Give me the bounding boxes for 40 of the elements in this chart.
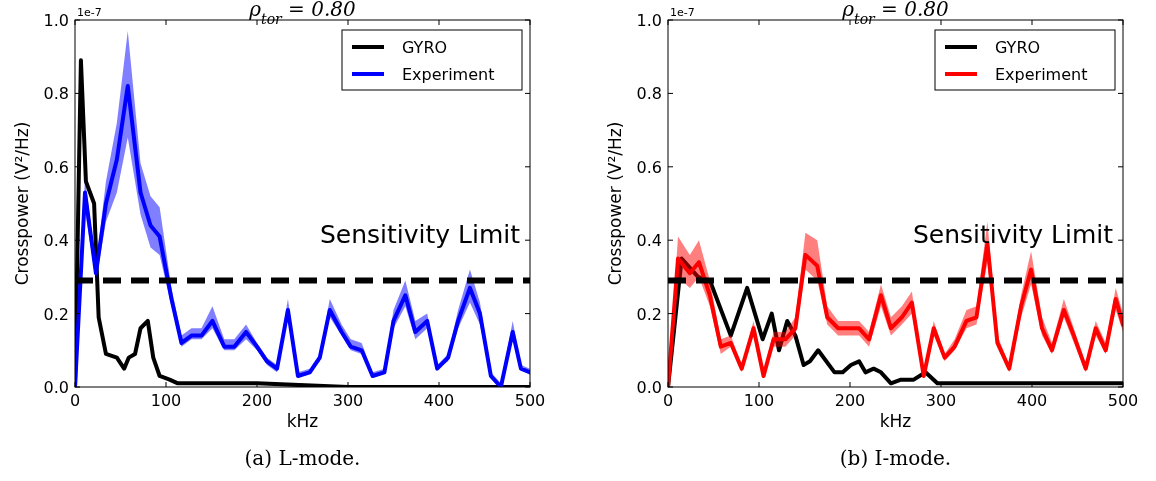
x-axis-title: kHz bbox=[286, 411, 319, 431]
legend-label: GYRO bbox=[995, 38, 1041, 57]
y-axis-title: Crosspower (V²/Hz) bbox=[12, 121, 32, 286]
text: 1e-7 bbox=[670, 6, 695, 19]
y-tick-label: 0.6 bbox=[636, 157, 662, 177]
y-tick-label: 0.8 bbox=[636, 84, 662, 104]
text: 1e-7 bbox=[77, 6, 102, 19]
x-tick-label: 0 bbox=[69, 391, 81, 410]
legend-label: GYRO bbox=[402, 38, 448, 57]
x-tick-label: 100 bbox=[743, 391, 775, 410]
chart-title: ρ$_{tor}$ = 0.80 bbox=[248, 0, 357, 27]
y-tick-label: 0.0 bbox=[43, 378, 69, 397]
y-tick-label: 0.6 bbox=[43, 157, 69, 177]
y-tick-label: 0.4 bbox=[43, 231, 69, 251]
y-tick-label: 0.2 bbox=[636, 304, 662, 324]
legend-label: Experiment bbox=[995, 65, 1088, 84]
text: (b) I-mode. bbox=[839, 446, 952, 470]
y-tick-label: 0.4 bbox=[636, 231, 662, 251]
x-tick-label: 200 bbox=[241, 391, 273, 410]
x-tick-label: 200 bbox=[834, 391, 866, 410]
x-tick-label: 500 bbox=[1107, 391, 1139, 410]
x-tick-label: 100 bbox=[150, 391, 182, 410]
y-tick-label: 0.2 bbox=[43, 304, 69, 324]
x-tick-label: 300 bbox=[332, 391, 364, 410]
x-tick-label: 500 bbox=[514, 391, 546, 410]
y-tick-label: 1.0 bbox=[43, 11, 69, 30]
x-tick-label: 300 bbox=[925, 391, 957, 410]
ref-line-label: Sensitivity Limit bbox=[912, 219, 1114, 249]
x-tick-label: 400 bbox=[1016, 391, 1048, 410]
text: (a) L-mode. bbox=[244, 446, 361, 470]
x-axis-title: kHz bbox=[879, 411, 912, 431]
x-tick-label: 400 bbox=[423, 391, 455, 410]
y-tick-label: 1.0 bbox=[636, 11, 662, 30]
x-tick-label: 0 bbox=[662, 391, 674, 410]
ref-line-label: Sensitivity Limit bbox=[319, 219, 521, 249]
chart-title: ρ$_{tor}$ = 0.80 bbox=[841, 0, 950, 27]
legend-label: Experiment bbox=[402, 65, 495, 84]
y-tick-label: 0.8 bbox=[43, 84, 69, 104]
y-axis-title: Crosspower (V²/Hz) bbox=[605, 121, 625, 286]
y-tick-label: 0.0 bbox=[636, 378, 662, 397]
